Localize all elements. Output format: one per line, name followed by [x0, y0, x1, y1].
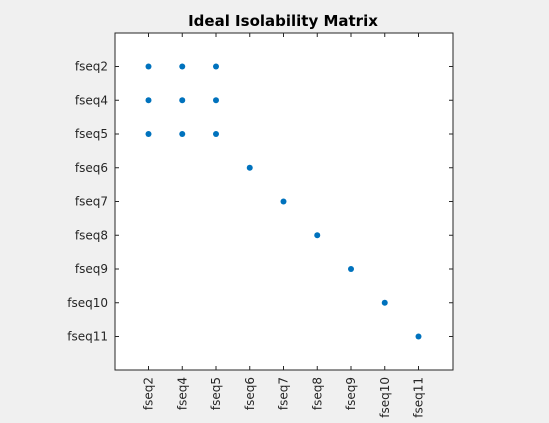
data-point [145, 97, 152, 104]
y-tick-label: fseq11 [67, 330, 108, 344]
y-tick-label: fseq7 [75, 195, 108, 209]
data-point [213, 97, 219, 104]
data-point [213, 131, 219, 137]
y-tick-label: fseq6 [75, 161, 108, 175]
tick-marks [115, 33, 453, 370]
data-point [381, 299, 388, 306]
x-tick-label: fseq6 [243, 377, 257, 410]
x-tick-labels: fseq2 fseq4 fseq5 fseq6 fseq7 fseq8 fseq9 fseq1… [142, 377, 426, 418]
data-points [145, 63, 422, 340]
data-point [246, 164, 253, 171]
data-point [145, 63, 152, 70]
data-point [145, 131, 152, 137]
data-point [415, 333, 422, 340]
x-tick-label: fseq9 [344, 377, 358, 410]
y-tick-label: fseq4 [75, 93, 108, 107]
x-tick-label: fseq5 [209, 377, 223, 410]
chart-title: Ideal Isolability Matrix [188, 12, 378, 30]
data-point [213, 63, 219, 70]
x-tick-label: fseq11 [412, 377, 426, 418]
x-tick-label: fseq7 [277, 377, 291, 410]
y-tick-label: fseq10 [67, 296, 108, 310]
data-point [348, 266, 354, 272]
x-tick-label: fseq4 [175, 377, 189, 410]
data-point [179, 97, 186, 104]
data-point [280, 198, 287, 205]
y-tick-label: fseq2 [75, 60, 108, 74]
data-point [179, 131, 186, 137]
y-tick-label: fseq8 [75, 228, 108, 242]
x-tick-label: fseq10 [378, 377, 392, 418]
data-point [179, 63, 186, 70]
y-tick-labels: fseq2 fseq4 fseq5 fseq6 fseq7 fseq8 fseq9 fseq1… [67, 60, 108, 344]
x-tick-label: fseq8 [310, 377, 324, 410]
data-point [314, 232, 321, 239]
x-tick-label: fseq2 [142, 377, 156, 410]
y-tick-label: fseq5 [75, 127, 108, 141]
y-tick-label: fseq9 [75, 262, 108, 276]
